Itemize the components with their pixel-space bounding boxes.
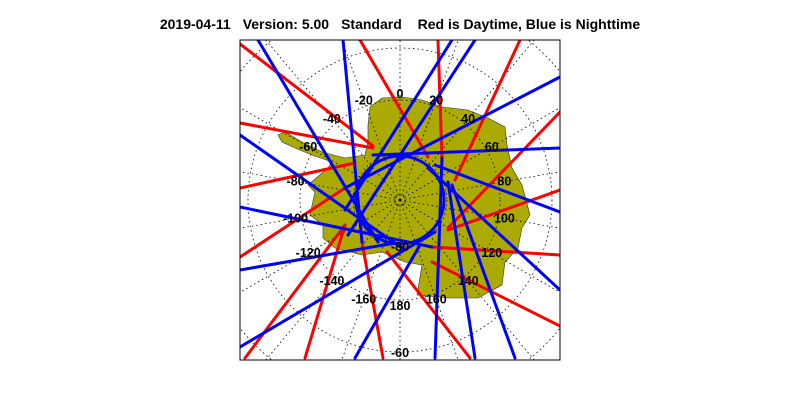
version: Version: 5.00 [242, 16, 330, 32]
longitude-label: -40 [323, 112, 341, 126]
longitude-label: 100 [494, 211, 515, 225]
meridian-line [404, 171, 560, 200]
longitude-label: -140 [319, 274, 344, 288]
meridian-line [240, 171, 396, 200]
longitude-label: 0 [397, 87, 404, 101]
south-pole-marker [398, 198, 402, 202]
nighttime-track [240, 241, 397, 272]
nighttime-track [450, 183, 517, 360]
latitude-label: -80 [391, 240, 409, 254]
meridian-line [341, 40, 399, 196]
nighttime-track [353, 243, 422, 360]
daytime-track [303, 223, 347, 360]
longitude-label: -120 [296, 246, 321, 260]
nighttime-track [433, 163, 560, 214]
longitude-label: -100 [283, 211, 308, 225]
longitude-label: 60 [485, 140, 499, 154]
nighttime-track-circle [354, 154, 446, 246]
daytime-track [385, 250, 472, 360]
daytime-track [240, 121, 375, 150]
daytime-track [453, 40, 522, 182]
nighttime-track [240, 133, 404, 250]
nighttime-track [343, 75, 560, 190]
daytime-track [446, 110, 560, 230]
longitude-label: 80 [497, 175, 511, 189]
plot-title: 2019-04-11 Version: 5.00 Standard Red is D… [0, 16, 800, 32]
meridian-line [404, 202, 560, 293]
meridian-line [341, 204, 399, 360]
meridian-line [240, 202, 396, 293]
longitude-label: 40 [461, 112, 475, 126]
longitude-label: -80 [287, 175, 305, 189]
nighttime-track [426, 166, 560, 292]
nighttime-track [371, 146, 560, 157]
nighttime-track [240, 230, 437, 349]
daytime-track [430, 260, 560, 328]
meridian-line [404, 200, 560, 229]
longitude-label: 180 [390, 299, 411, 313]
nighttime-track [433, 156, 444, 360]
daytime-track [358, 40, 430, 159]
nighttime-track [240, 205, 434, 249]
longitude-label: 160 [426, 293, 447, 307]
longitude-label: -60 [299, 140, 317, 154]
daytime-track [430, 245, 560, 257]
longitude-label: 20 [429, 93, 443, 107]
nighttime-track [341, 40, 364, 244]
latitude-circle [247, 47, 553, 353]
meridian-line [401, 40, 459, 196]
map-frame [239, 39, 561, 361]
color-legend: Red is Daytime, Blue is Nighttime [417, 16, 641, 32]
longitude-label: -160 [351, 293, 376, 307]
nighttime-track [346, 40, 477, 237]
meridian-line [404, 107, 560, 198]
daytime-track [240, 186, 347, 259]
latitude-circle [299, 99, 501, 301]
nighttime-track [446, 180, 477, 360]
date: 2019-04-11 [159, 16, 231, 32]
meridian-line [240, 107, 396, 198]
mode: Standard [341, 16, 402, 32]
meridian-line [240, 200, 396, 229]
satellite-tracks [240, 40, 560, 360]
longitude-label: -20 [355, 93, 373, 107]
daytime-track [240, 42, 375, 148]
nighttime-track [343, 40, 454, 212]
daytime-track [360, 240, 385, 360]
longitude-label: 120 [481, 246, 502, 260]
meridian-line [401, 204, 459, 360]
longitude-label: 140 [458, 274, 479, 288]
latitude-label: -60 [391, 346, 409, 360]
